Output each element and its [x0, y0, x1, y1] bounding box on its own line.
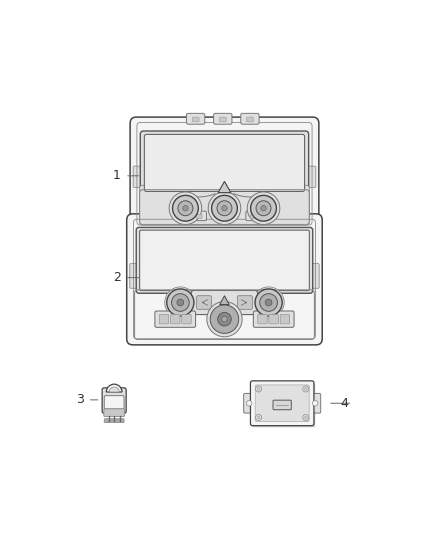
Circle shape [222, 317, 227, 322]
FancyBboxPatch shape [127, 214, 322, 345]
FancyBboxPatch shape [250, 214, 256, 219]
Circle shape [260, 294, 277, 311]
Circle shape [207, 302, 242, 337]
Circle shape [247, 192, 280, 224]
FancyBboxPatch shape [252, 383, 315, 427]
FancyBboxPatch shape [253, 311, 294, 327]
FancyBboxPatch shape [170, 314, 180, 324]
Text: 3: 3 [76, 393, 84, 406]
Circle shape [217, 201, 232, 216]
Circle shape [257, 416, 260, 419]
Circle shape [304, 416, 307, 419]
FancyBboxPatch shape [136, 228, 313, 293]
Circle shape [251, 195, 276, 221]
FancyBboxPatch shape [258, 314, 267, 324]
Circle shape [256, 201, 271, 216]
FancyBboxPatch shape [192, 117, 199, 122]
Circle shape [169, 192, 202, 224]
FancyBboxPatch shape [241, 114, 259, 124]
FancyBboxPatch shape [140, 131, 309, 195]
Circle shape [183, 206, 188, 211]
FancyBboxPatch shape [104, 395, 124, 409]
Circle shape [261, 206, 266, 211]
Circle shape [178, 201, 193, 216]
Polygon shape [220, 296, 229, 304]
FancyBboxPatch shape [309, 263, 319, 288]
FancyBboxPatch shape [246, 211, 261, 221]
FancyBboxPatch shape [237, 296, 252, 309]
FancyBboxPatch shape [219, 117, 226, 122]
Circle shape [212, 195, 237, 221]
Text: 2: 2 [113, 271, 121, 284]
FancyBboxPatch shape [196, 214, 202, 219]
FancyBboxPatch shape [187, 114, 205, 124]
Circle shape [210, 305, 239, 334]
Circle shape [172, 294, 189, 311]
FancyBboxPatch shape [140, 185, 309, 224]
Circle shape [247, 400, 252, 406]
Circle shape [218, 312, 231, 326]
Circle shape [253, 287, 284, 318]
FancyBboxPatch shape [255, 385, 309, 422]
Circle shape [167, 289, 194, 316]
FancyBboxPatch shape [102, 388, 126, 413]
FancyBboxPatch shape [304, 166, 316, 188]
Circle shape [255, 289, 282, 316]
FancyBboxPatch shape [273, 400, 291, 410]
FancyBboxPatch shape [104, 409, 124, 417]
Circle shape [257, 387, 260, 390]
FancyBboxPatch shape [155, 311, 196, 327]
Text: 4: 4 [340, 397, 348, 410]
Circle shape [303, 386, 309, 392]
Polygon shape [218, 181, 231, 192]
Circle shape [208, 192, 241, 224]
Circle shape [303, 415, 309, 421]
FancyBboxPatch shape [280, 314, 290, 324]
Wedge shape [106, 384, 122, 392]
FancyBboxPatch shape [247, 117, 253, 122]
FancyBboxPatch shape [269, 314, 279, 324]
FancyBboxPatch shape [145, 134, 304, 191]
FancyBboxPatch shape [130, 263, 140, 288]
Circle shape [173, 195, 198, 221]
FancyBboxPatch shape [223, 214, 229, 219]
Circle shape [222, 206, 227, 211]
Circle shape [165, 287, 196, 318]
FancyBboxPatch shape [140, 230, 309, 290]
FancyBboxPatch shape [191, 211, 206, 221]
FancyBboxPatch shape [310, 393, 321, 413]
FancyBboxPatch shape [104, 419, 124, 423]
FancyBboxPatch shape [219, 211, 233, 221]
Text: 1: 1 [113, 169, 121, 182]
FancyBboxPatch shape [214, 114, 232, 124]
FancyBboxPatch shape [244, 393, 255, 413]
FancyBboxPatch shape [182, 314, 191, 324]
FancyBboxPatch shape [191, 290, 258, 314]
Circle shape [312, 400, 318, 406]
Circle shape [177, 299, 184, 306]
FancyBboxPatch shape [197, 296, 212, 309]
Circle shape [255, 415, 261, 421]
Circle shape [265, 299, 272, 306]
FancyBboxPatch shape [130, 117, 319, 231]
Circle shape [304, 387, 307, 390]
Wedge shape [109, 387, 119, 392]
FancyBboxPatch shape [159, 314, 169, 324]
FancyBboxPatch shape [251, 381, 314, 426]
Circle shape [255, 386, 261, 392]
FancyBboxPatch shape [133, 166, 145, 188]
